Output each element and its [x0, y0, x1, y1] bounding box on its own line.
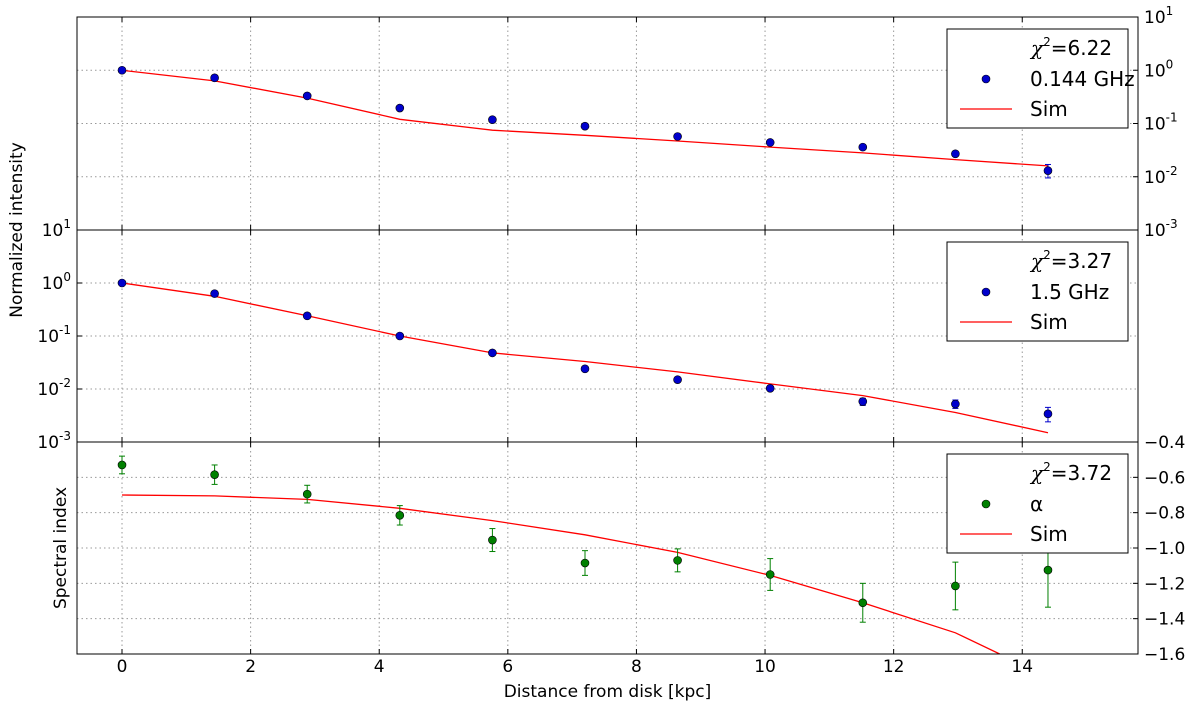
y-axis-label-intensity: Normalized intensity — [7, 142, 27, 318]
legend-box — [946, 241, 1129, 342]
legend-marker — [981, 74, 991, 84]
data-point — [765, 138, 775, 147]
y-tick-label: 100 — [42, 270, 71, 294]
sim-line — [121, 494, 1000, 654]
data-point — [951, 149, 960, 159]
data-point — [580, 121, 590, 131]
x-tick-label: 12 — [883, 657, 905, 677]
y-tick-label: 10-3 — [1144, 217, 1178, 241]
y-tick-label: −0.6 — [1144, 468, 1185, 488]
y-tick-label: 10-1 — [37, 323, 71, 347]
data-point — [858, 598, 868, 608]
legend-label-sim: Sim — [1030, 522, 1068, 546]
x-tick-label: 2 — [245, 657, 256, 677]
y-tick-label: 101 — [1144, 4, 1173, 28]
data-point — [395, 511, 405, 520]
legend-label-points: α — [1030, 492, 1043, 516]
data-point — [302, 91, 312, 101]
y-tick-label: −0.8 — [1144, 504, 1185, 524]
y-tick-label: −1.4 — [1144, 610, 1185, 630]
y-tick-label: 100 — [1144, 57, 1173, 81]
legend-box — [946, 453, 1129, 554]
x-tick-label: 6 — [502, 657, 513, 677]
legend-box — [946, 28, 1129, 129]
data-point — [858, 397, 868, 406]
data-point — [580, 558, 590, 568]
data-point — [580, 364, 590, 374]
plot-area-top — [117, 65, 1053, 179]
legend-label-sim: Sim — [1030, 310, 1068, 334]
data-point — [302, 489, 312, 499]
data-point — [488, 115, 497, 124]
sim-line — [121, 282, 1049, 434]
data-point — [488, 348, 497, 358]
data-point — [395, 103, 405, 113]
data-point — [302, 311, 312, 321]
data-point — [117, 65, 127, 75]
data-point — [765, 570, 775, 579]
y-tick-label: −1.0 — [1144, 539, 1185, 559]
chi2-label: χ2=3.27 — [1029, 248, 1112, 273]
sim-line — [121, 69, 1049, 167]
data-point — [210, 73, 219, 83]
x-tick-label: 8 — [631, 657, 642, 677]
panel-top: 101 100 10-1 10-2 10-3 χ2=6.22 0.144 GHz Sim — [76, 4, 1178, 241]
chi2-label: χ2=6.22 — [1029, 35, 1112, 60]
data-point — [1043, 166, 1053, 175]
data-point — [673, 375, 682, 384]
plot-area-bottom — [117, 455, 1053, 654]
x-axis-label: Distance from disk [kpc] — [504, 682, 712, 702]
y-tick-label: −0.4 — [1144, 433, 1185, 453]
y-tick-label: 10-2 — [1144, 164, 1178, 188]
data-point — [1043, 565, 1053, 575]
legend-label-sim: Sim — [1030, 97, 1068, 121]
y-tick-label: −1.2 — [1144, 574, 1185, 594]
plot-area-middle — [117, 278, 1053, 434]
panel-middle: 101 100 10-1 10-2 10-3 χ2=3.27 1.5 GHz Sim — [37, 217, 1139, 453]
data-point — [1043, 409, 1053, 419]
panel-frame — [76, 441, 1139, 655]
legend-marker — [981, 499, 991, 509]
data-point — [673, 132, 682, 141]
data-point — [765, 384, 775, 393]
x-tick-label: 0 — [117, 657, 128, 677]
y-tick-label: 10-2 — [37, 376, 71, 400]
legend-label-points: 0.144 GHz — [1030, 67, 1135, 91]
data-point — [951, 399, 960, 409]
y-axis-label-spectral: Spectral index — [51, 487, 71, 609]
data-point — [858, 142, 868, 152]
x-tick-label: 10 — [754, 657, 776, 677]
y-tick-label: 101 — [42, 217, 71, 241]
x-tick-label: 4 — [374, 657, 385, 677]
data-point — [117, 278, 127, 288]
data-point — [117, 460, 127, 470]
legend-marker — [981, 287, 991, 297]
chi2-label: χ2=3.72 — [1029, 460, 1112, 485]
y-tick-label: −1.6 — [1144, 645, 1185, 665]
x-tick-label: 14 — [1011, 657, 1033, 677]
legend-label-points: 1.5 GHz — [1030, 280, 1109, 304]
data-point — [210, 470, 219, 479]
data-point — [951, 581, 960, 591]
data-point — [395, 331, 405, 341]
data-point — [673, 556, 682, 565]
data-point — [488, 535, 497, 545]
y-tick-label: 10-1 — [1144, 111, 1178, 135]
y-tick-label: 10-3 — [37, 429, 71, 453]
panel-bottom: −0.4 −0.6 −0.8 −1.0 −1.2 −1.4 −1.6 χ2=3.72 α Sim — [76, 433, 1185, 665]
data-point — [210, 289, 219, 298]
